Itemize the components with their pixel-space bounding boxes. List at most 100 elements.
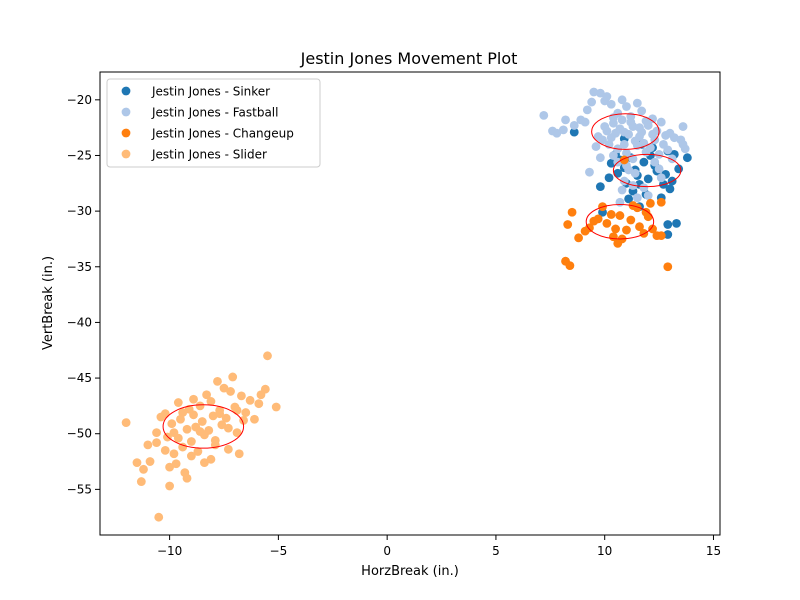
data-point — [659, 139, 668, 149]
data-point — [582, 105, 592, 115]
data-point — [641, 147, 651, 157]
data-point — [152, 438, 161, 448]
data-point — [632, 193, 642, 203]
data-point — [606, 158, 616, 168]
legend-label: Jestin Jones - Slider — [151, 148, 267, 162]
data-point — [682, 153, 692, 163]
data-point — [132, 458, 142, 468]
data-point — [656, 117, 666, 127]
data-point — [650, 157, 660, 167]
data-point — [213, 377, 222, 386]
x-axis-label: HorzBreak (in.) — [361, 564, 459, 579]
data-point — [587, 97, 597, 107]
x-tick-label: −10 — [157, 544, 182, 558]
series-1 — [539, 87, 690, 207]
x-axis: −10 −5 0 5 10 15 — [157, 535, 721, 558]
data-point — [609, 151, 618, 160]
data-point — [663, 220, 673, 229]
data-point — [639, 183, 649, 193]
data-point — [139, 464, 148, 474]
data-point — [226, 387, 235, 396]
data-point — [254, 399, 264, 409]
data-point — [574, 233, 583, 243]
data-point — [197, 417, 207, 426]
data-point — [585, 167, 594, 177]
legend-label: Jestin Jones - Changeup — [151, 127, 294, 141]
data-point — [619, 139, 629, 149]
data-point — [617, 115, 627, 125]
data-point — [228, 372, 238, 382]
data-point — [136, 477, 146, 486]
y-tick-label: −45 — [67, 371, 92, 385]
data-point — [611, 224, 620, 234]
data-point — [206, 397, 216, 406]
data-point — [234, 449, 244, 459]
data-point — [648, 129, 657, 139]
data-point — [645, 198, 655, 208]
data-point — [663, 262, 673, 272]
data-point — [654, 149, 664, 159]
series-3 — [121, 351, 281, 522]
data-point — [637, 127, 647, 137]
data-point — [593, 132, 603, 141]
data-point — [580, 117, 590, 127]
data-point — [171, 459, 181, 469]
data-point — [606, 210, 616, 219]
legend-marker — [121, 149, 131, 159]
data-point — [626, 117, 636, 127]
chart-title: Jestin Jones Movement Plot — [300, 49, 518, 68]
data-point — [558, 125, 568, 135]
axes-frame — [99, 71, 721, 536]
data-point — [632, 203, 642, 213]
data-point — [613, 239, 623, 248]
data-point — [678, 122, 688, 131]
data-point — [637, 106, 647, 116]
data-point — [665, 184, 675, 194]
data-point — [606, 133, 616, 143]
data-point — [604, 173, 614, 183]
data-point — [622, 148, 631, 158]
confidence-ellipse — [162, 404, 245, 449]
confidence-ellipse — [612, 153, 682, 188]
data-point — [643, 121, 653, 130]
data-point — [186, 437, 196, 446]
data-point — [237, 391, 246, 401]
points-layer — [121, 87, 692, 522]
y-axis: −20 −25 −30 −35 −40 −45 −50 −55 — [67, 93, 100, 496]
y-tick-label: −50 — [67, 427, 92, 441]
data-point — [215, 409, 225, 419]
data-point — [561, 115, 570, 125]
data-point — [217, 420, 227, 430]
data-point — [656, 197, 666, 207]
data-point — [160, 446, 170, 455]
data-point — [643, 174, 653, 184]
data-point — [206, 454, 216, 464]
y-tick-label: −40 — [67, 315, 92, 329]
legend-marker — [121, 86, 131, 96]
y-tick-label: −55 — [67, 482, 92, 496]
legend-box — [106, 78, 321, 168]
data-point — [232, 405, 242, 415]
data-point — [654, 164, 664, 174]
legend-label: Jestin Jones - Sinker — [151, 85, 270, 99]
data-point — [674, 164, 684, 174]
data-point — [145, 457, 155, 466]
data-point — [169, 449, 179, 459]
x-tick-label: 5 — [492, 544, 500, 558]
data-point — [195, 401, 205, 411]
data-point — [182, 424, 192, 434]
data-point — [156, 412, 166, 422]
data-point — [271, 402, 281, 412]
data-point — [210, 436, 220, 445]
data-point — [672, 218, 681, 228]
data-point — [263, 351, 272, 361]
data-point — [613, 108, 623, 118]
data-point — [569, 121, 579, 130]
y-tick-label: −35 — [67, 260, 92, 274]
data-point — [189, 394, 198, 404]
data-point — [617, 185, 627, 195]
legend-marker — [121, 128, 131, 138]
data-point — [219, 383, 229, 393]
data-point — [539, 111, 549, 120]
